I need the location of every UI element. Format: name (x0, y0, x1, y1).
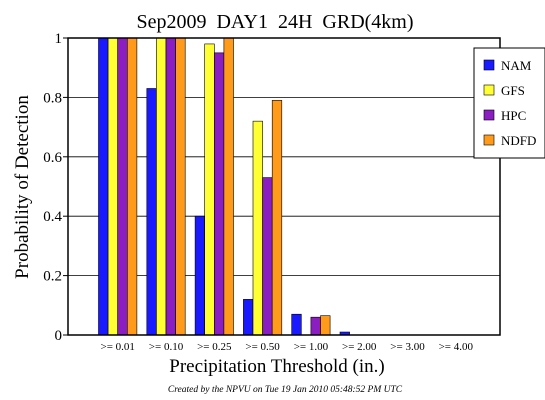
legend-label-gfs: GFS (501, 83, 525, 98)
x-tick-label: >= 4.00 (439, 341, 474, 353)
y-tick-labels: 0 0.2 0.4 0.6 0.8 1 (43, 31, 62, 344)
footer-credit: Created by the NPVU on Tue 19 Jan 2010 0… (168, 385, 403, 395)
legend-label-hpc: HPC (501, 108, 526, 123)
bar-nam (194, 215, 206, 336)
bar-nam (243, 299, 254, 336)
bar-hpc (214, 52, 225, 336)
legend-label-nam: NAM (501, 58, 532, 73)
legend-label-ndfd: NDFD (501, 133, 536, 148)
x-tick-label: >= 1.00 (294, 341, 329, 353)
bar-gfs (204, 43, 215, 336)
legend-swatch-ndfd (483, 134, 495, 146)
chart-title: Sep2009 DAY1 24H GRD(4km) (136, 11, 413, 33)
bar-hpc (117, 37, 128, 336)
bar-ndfd (175, 37, 186, 336)
x-tick-label: >= 3.00 (390, 341, 425, 353)
y-axis-label: Probability of Detection (12, 95, 33, 279)
bar-gfs (156, 37, 167, 336)
bar-nam (146, 88, 157, 336)
bar-gfs (252, 120, 263, 336)
bar-ndfd (271, 100, 283, 336)
bar-ndfd (127, 37, 138, 336)
x-axis-label: Precipitation Threshold (in.) (169, 356, 384, 377)
y-tick-label: 0.6 (43, 150, 62, 166)
bar-hpc (262, 177, 273, 336)
x-tick-label: >= 2.00 (342, 341, 377, 353)
x-tick-label: >= 0.25 (197, 341, 232, 353)
y-tick-label: 0.4 (43, 209, 62, 225)
bar-ndfd (320, 315, 331, 336)
y-tick-label: 0 (55, 328, 63, 344)
grid-lines (63, 37, 500, 336)
y-tick-label: 0.8 (43, 90, 62, 106)
x-tick-label: >= 0.10 (149, 341, 184, 353)
bar-nam (291, 313, 302, 336)
legend-swatch-nam (483, 59, 495, 71)
y-tick-label: 0.2 (43, 269, 62, 285)
bar-ndfd (223, 37, 234, 336)
bar-gfs (107, 37, 118, 336)
bar-nam (98, 37, 109, 336)
y-tick-label: 1 (55, 31, 63, 47)
x-tick-labels: >= 0.01 >= 0.10 >= 0.25 >= 0.50 >= 1.00 >= 2.… (100, 341, 473, 353)
bar-hpc (310, 316, 321, 336)
legend-swatch-hpc (483, 109, 495, 121)
legend: NAM GFS HPC NDFD (473, 47, 545, 159)
legend-swatch-gfs (483, 84, 495, 96)
bars (98, 37, 350, 336)
x-tick-label: >= 0.50 (245, 341, 280, 353)
x-tick-label: >= 0.01 (100, 341, 134, 353)
plot-frame (67, 37, 501, 336)
bar-hpc (165, 37, 176, 336)
